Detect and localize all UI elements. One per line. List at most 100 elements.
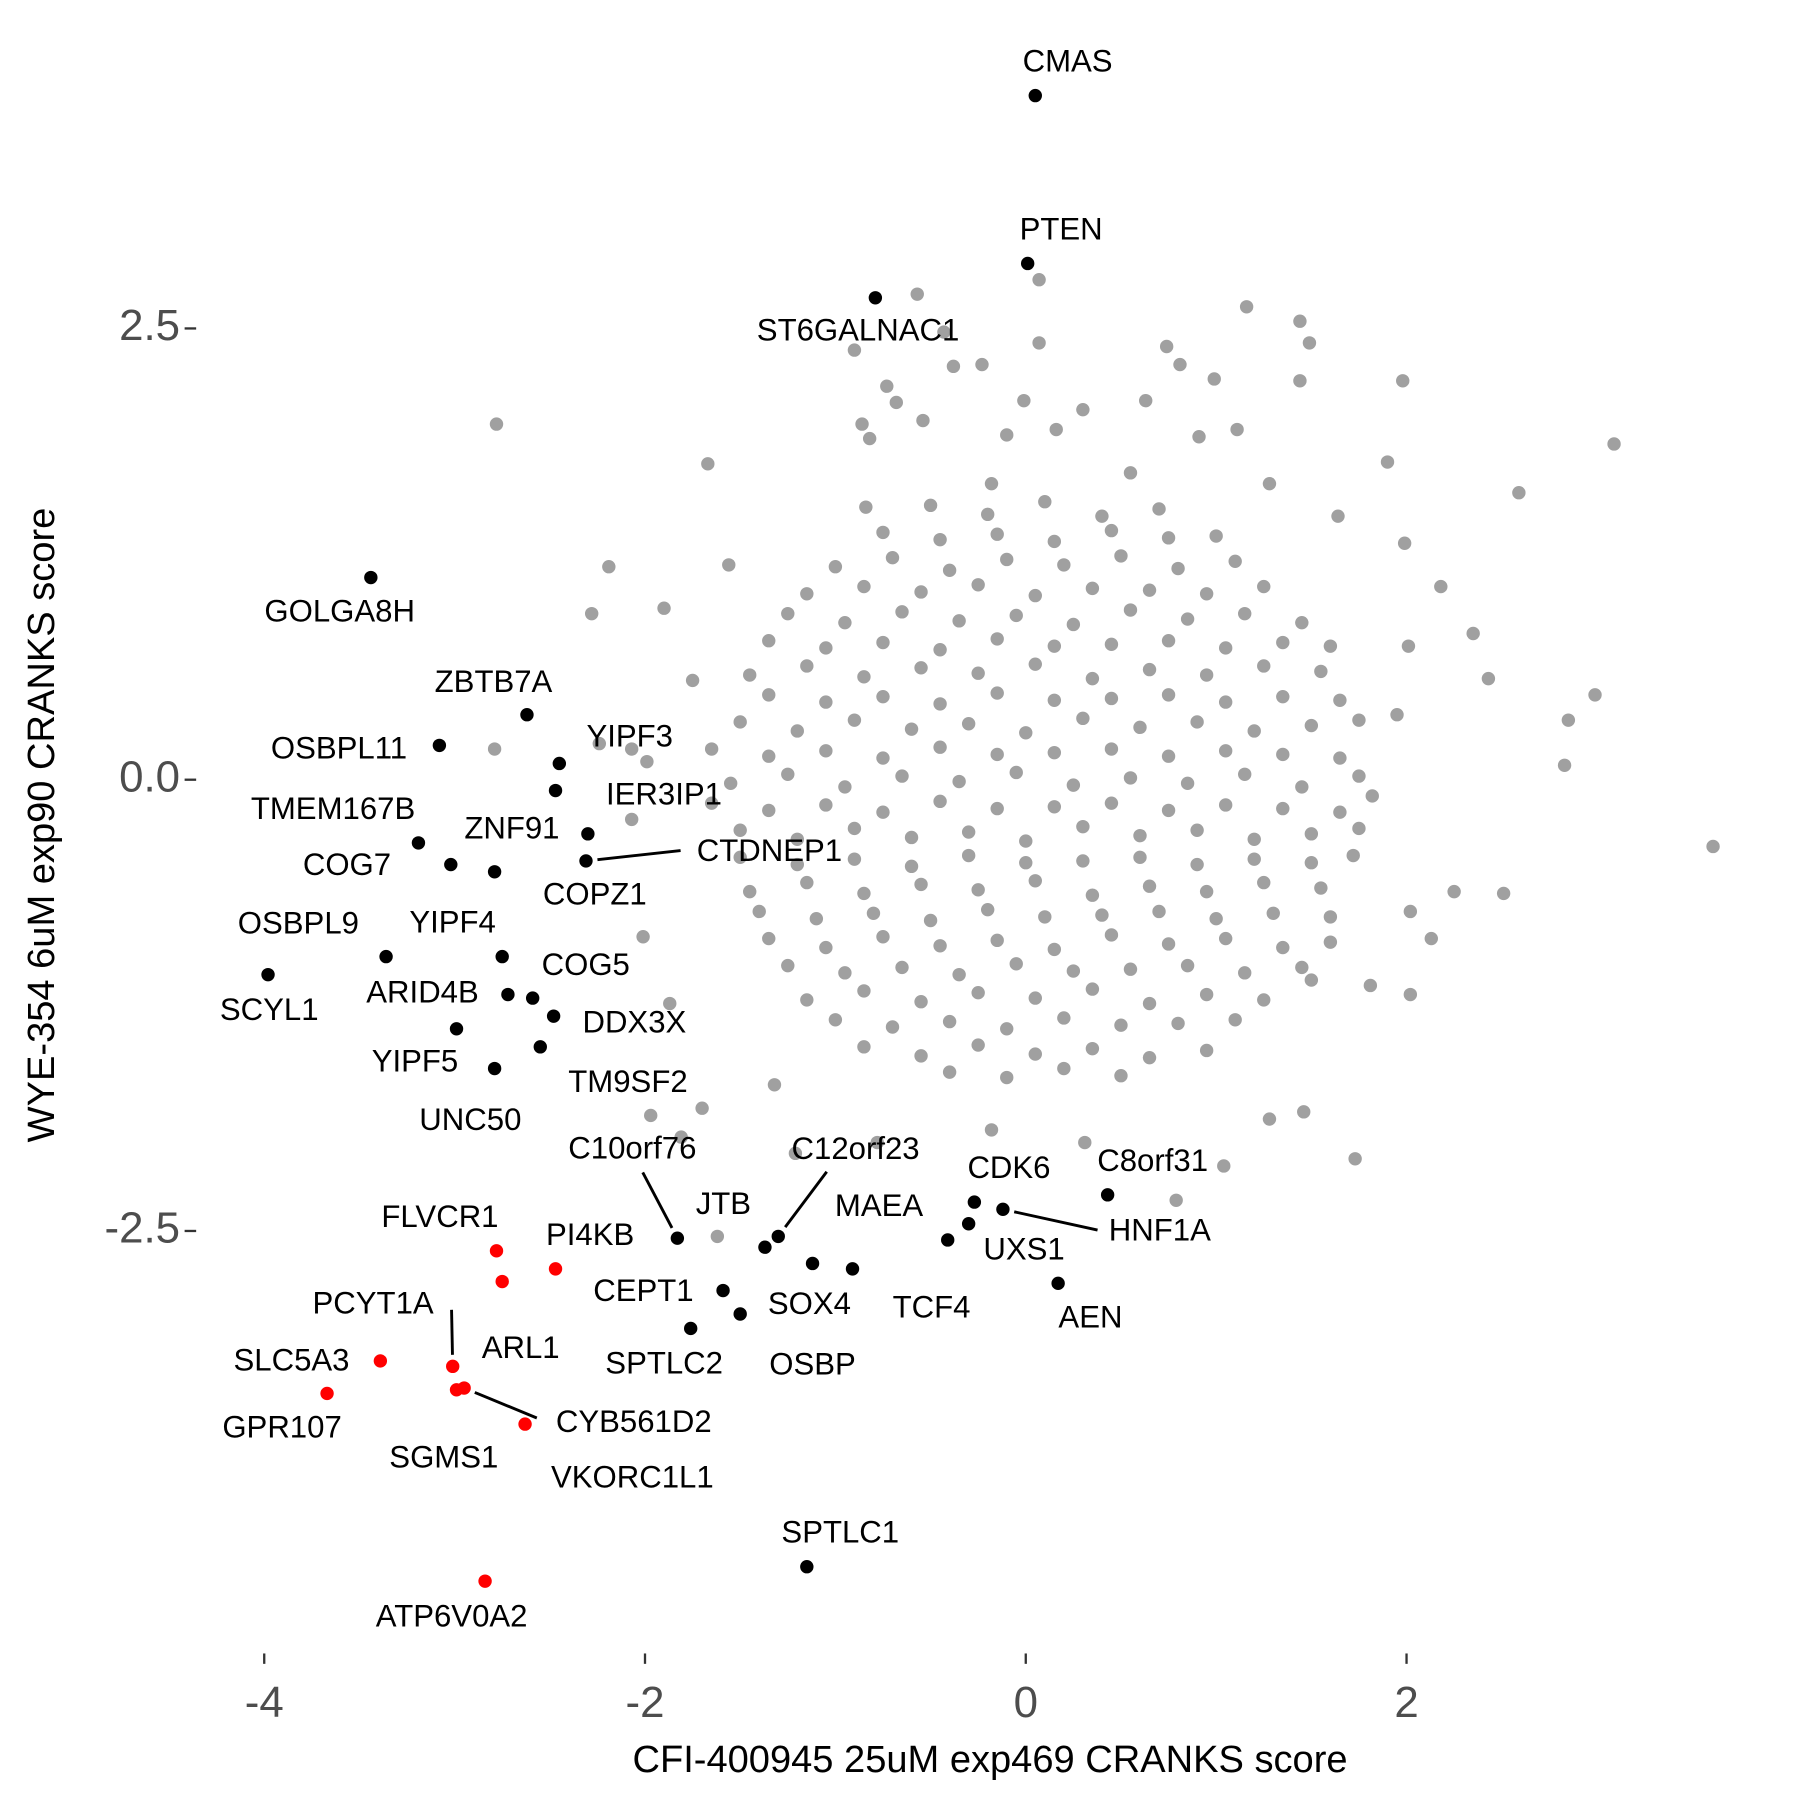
point — [1199, 987, 1214, 1002]
point — [1161, 749, 1176, 763]
point — [981, 902, 995, 917]
point — [624, 742, 639, 756]
point — [895, 960, 909, 975]
point — [838, 780, 852, 794]
point — [1161, 634, 1176, 648]
point — [495, 949, 509, 964]
point — [1076, 402, 1090, 417]
point — [876, 525, 890, 540]
point — [1257, 993, 1271, 1007]
point — [487, 1061, 502, 1076]
point — [857, 984, 871, 998]
point — [1199, 884, 1214, 899]
point — [1424, 931, 1438, 946]
point — [1323, 910, 1338, 924]
point — [866, 906, 881, 920]
point — [800, 587, 814, 601]
point-label: SPTLC1 — [781, 1515, 899, 1550]
point — [1352, 713, 1366, 727]
leader-line — [450, 1309, 454, 1355]
point — [1396, 374, 1410, 388]
y-tick-label: 0.0 — [119, 752, 180, 801]
point — [876, 635, 890, 650]
point — [752, 904, 766, 919]
point — [1114, 549, 1128, 563]
point — [880, 379, 894, 393]
point — [1239, 300, 1254, 314]
point — [1247, 724, 1261, 738]
point — [800, 1560, 814, 1574]
point — [819, 940, 833, 955]
point — [487, 742, 502, 756]
point — [695, 1101, 709, 1115]
point — [1104, 928, 1119, 942]
point — [525, 991, 540, 1005]
point — [1706, 839, 1720, 854]
point — [1295, 615, 1309, 630]
point — [762, 803, 776, 818]
point — [1276, 801, 1290, 816]
point-label: UXS1 — [983, 1232, 1064, 1267]
point — [923, 498, 938, 513]
point — [990, 933, 1004, 948]
point — [1262, 1112, 1277, 1126]
point — [1104, 691, 1119, 706]
point — [704, 796, 719, 810]
point — [1123, 771, 1138, 785]
point — [847, 821, 862, 836]
point — [771, 1229, 785, 1244]
point — [733, 715, 747, 729]
point — [1123, 962, 1138, 976]
point — [733, 1307, 747, 1321]
point — [1218, 744, 1233, 758]
point — [1020, 256, 1035, 271]
point-label: C10orf76 — [568, 1131, 696, 1166]
point-label: COG5 — [542, 947, 630, 982]
point — [1209, 912, 1223, 926]
point — [762, 749, 776, 763]
point — [704, 742, 719, 756]
point — [1247, 832, 1261, 846]
point — [781, 767, 795, 781]
point — [1066, 778, 1081, 792]
point — [790, 724, 804, 738]
point — [1152, 904, 1166, 919]
point — [1190, 715, 1204, 729]
point — [716, 1283, 730, 1298]
point — [876, 805, 890, 819]
point-label: VKORC1L1 — [551, 1460, 714, 1495]
point — [876, 930, 890, 944]
point-label: ARL1 — [482, 1330, 560, 1365]
point — [855, 417, 869, 431]
point — [1047, 639, 1062, 653]
point — [933, 643, 947, 657]
point — [478, 1574, 492, 1588]
point — [838, 966, 852, 980]
point — [640, 754, 654, 769]
point — [1152, 502, 1166, 516]
point — [971, 986, 985, 1000]
point — [487, 865, 502, 879]
point — [1276, 940, 1290, 955]
point — [990, 801, 1004, 816]
point — [1209, 529, 1223, 543]
point — [1028, 657, 1042, 671]
point — [1161, 937, 1176, 951]
point — [1228, 554, 1242, 568]
point-label: ZBTB7A — [435, 664, 553, 699]
point — [1028, 588, 1042, 603]
point — [923, 913, 938, 928]
point — [1390, 708, 1404, 722]
point — [1257, 659, 1271, 673]
point — [857, 670, 871, 684]
point — [895, 605, 909, 619]
point — [828, 560, 843, 574]
point-label: DDX3X — [582, 1004, 686, 1039]
point — [1114, 1069, 1128, 1083]
point — [674, 1130, 688, 1144]
point — [961, 1217, 976, 1231]
point — [937, 325, 951, 339]
point — [1403, 987, 1418, 1002]
point — [320, 1386, 334, 1401]
point-label: SPTLC2 — [605, 1346, 723, 1381]
